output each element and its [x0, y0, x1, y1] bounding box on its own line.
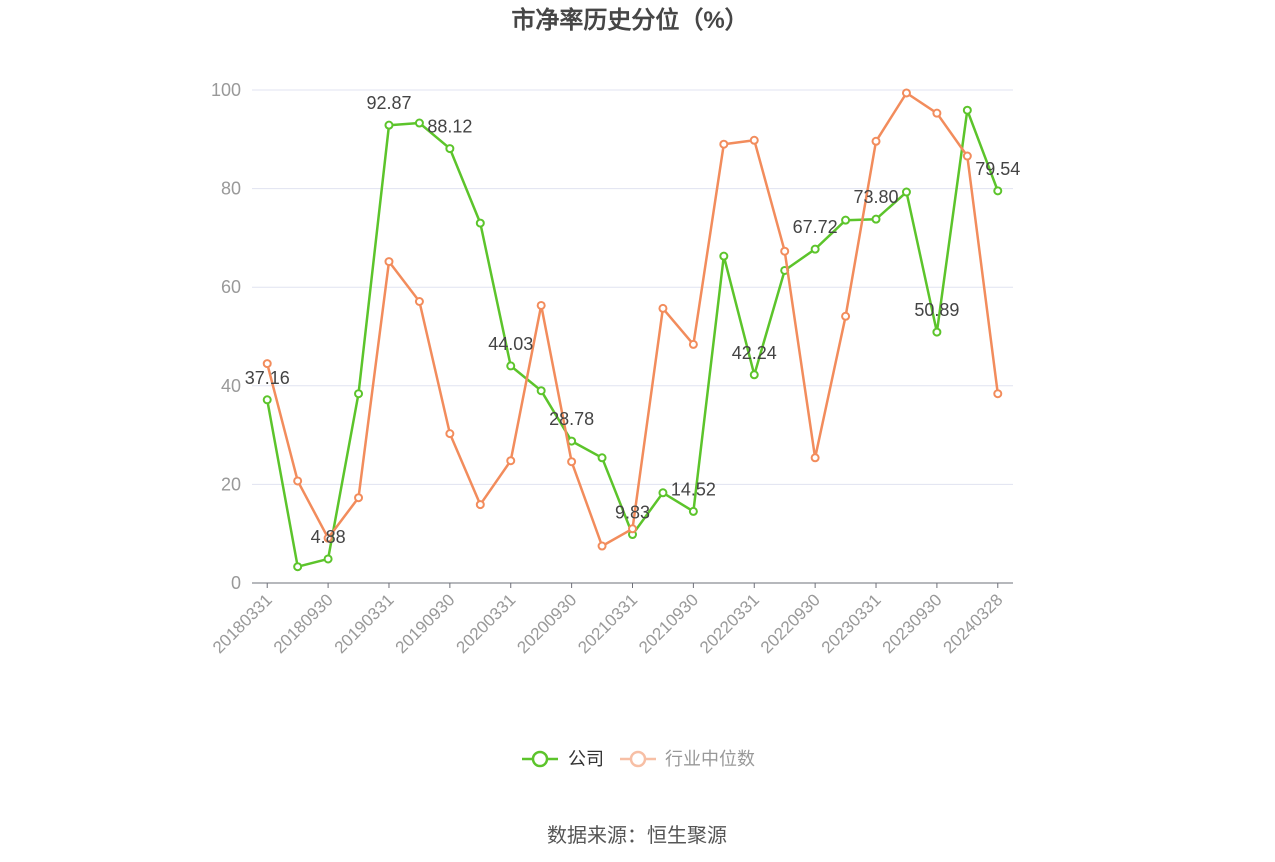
data-point-company	[962, 105, 972, 115]
data-label-company: 67.72	[793, 217, 838, 237]
data-point-industry-median	[993, 389, 1003, 399]
data-label-company: 4.88	[311, 527, 346, 547]
data-label-company: 73.80	[853, 187, 898, 207]
data-label-company: 9.83	[615, 503, 650, 523]
y-tick-label: 80	[221, 179, 241, 199]
data-label-company: 28.78	[549, 409, 594, 429]
data-point-industry-median	[475, 500, 485, 510]
data-point-industry-median	[293, 476, 303, 486]
data-point-industry-median	[810, 453, 820, 463]
data-point-company	[810, 244, 820, 254]
x-tick-label: 20190331	[331, 590, 398, 657]
data-point-industry-median	[323, 533, 333, 543]
data-point-industry-median	[414, 296, 424, 306]
data-point-company	[932, 327, 942, 337]
data-point-company	[871, 214, 881, 224]
y-tick-label: 0	[231, 573, 241, 593]
legend-label-industry-median: 行业中位数	[665, 749, 755, 769]
x-tick-label: 20230930	[879, 590, 946, 657]
data-point-company	[293, 562, 303, 572]
data-point-company	[506, 361, 516, 371]
data-point-company	[597, 453, 607, 463]
data-label-company: 92.87	[366, 93, 411, 113]
x-tick-label: 20230331	[818, 590, 885, 657]
y-tick-label: 60	[221, 277, 241, 297]
data-point-industry-median	[354, 493, 364, 503]
data-point-company	[901, 187, 911, 197]
data-point-company	[536, 386, 546, 396]
data-point-industry-median	[597, 541, 607, 551]
data-point-industry-median	[567, 457, 577, 467]
data-point-industry-median	[901, 88, 911, 98]
x-tick-label: 20180930	[270, 590, 337, 657]
data-label-company: 50.89	[914, 300, 959, 320]
data-point-industry-median	[719, 139, 729, 149]
grid-lines	[252, 89, 1013, 485]
y-tick-label: 40	[221, 376, 241, 396]
data-label-company: 44.03	[488, 334, 533, 354]
x-axis: 2018033120180930201903312019093020200331…	[209, 582, 1013, 657]
data-label-company: 37.16	[245, 368, 290, 388]
data-point-company	[719, 251, 729, 261]
data-point-company	[445, 144, 455, 154]
data-point-industry-median	[841, 311, 851, 321]
legend-item-company[interactable]: 公司	[522, 749, 604, 769]
data-point-company	[658, 488, 668, 498]
y-tick-label: 100	[211, 80, 241, 100]
data-point-company	[414, 118, 424, 128]
y-axis: 0 20 40 60 80 100	[211, 80, 241, 593]
x-tick-label: 20210331	[574, 590, 641, 657]
x-tick-label: 20220331	[696, 590, 763, 657]
series-line-company	[265, 108, 1000, 568]
data-point-industry-median	[780, 246, 790, 256]
data-point-company	[384, 120, 394, 130]
data-labels: 37.16 4.88 92.87 88.12 44.03 28.78 9.83 14.52 42…	[245, 93, 1021, 547]
x-tick-label: 20220930	[757, 590, 824, 657]
data-point-company	[323, 554, 333, 564]
chart-title: 市净率历史分位（%）	[511, 6, 748, 34]
data-source: 数据来源：恒生聚源	[547, 824, 727, 847]
data-point-industry-median	[749, 135, 759, 145]
legend-label-company: 公司	[568, 749, 604, 769]
series-line-industry-median	[265, 91, 1000, 548]
data-point-company	[262, 395, 272, 405]
data-label-company: 79.54	[975, 159, 1020, 179]
data-point-industry-median	[506, 456, 516, 466]
data-point-industry-median	[871, 136, 881, 146]
data-label-company: 42.24	[732, 343, 777, 363]
x-tick-label: 20190930	[392, 590, 459, 657]
data-label-company: 14.52	[671, 479, 716, 499]
x-tick-label: 20200930	[513, 590, 580, 657]
data-point-company	[841, 215, 851, 225]
legend-line-circle-icon	[620, 750, 656, 768]
data-point-industry-median	[658, 303, 668, 313]
data-label-company: 88.12	[427, 117, 472, 137]
data-point-industry-median	[962, 151, 972, 161]
data-point-company	[993, 186, 1003, 196]
legend-line-circle-icon	[522, 750, 558, 768]
x-tick-label: 20200331	[453, 590, 520, 657]
data-point-industry-median	[262, 359, 272, 369]
data-point-company	[475, 218, 485, 228]
legend-item-industry-median[interactable]: 行业中位数	[620, 749, 755, 769]
data-point-industry-median	[445, 429, 455, 439]
data-point-industry-median	[384, 257, 394, 267]
data-point-industry-median	[536, 300, 546, 310]
y-tick-label: 20	[221, 474, 241, 494]
series-layer	[262, 88, 1003, 572]
x-tick-label: 20180331	[209, 590, 276, 657]
data-point-industry-median	[628, 524, 637, 534]
legend: 公司 行业中位数	[522, 749, 755, 769]
x-tick-label: 20210930	[635, 590, 702, 657]
data-point-industry-median	[932, 108, 942, 118]
data-point-company	[688, 506, 698, 516]
x-tick-label: 20240328	[940, 590, 1007, 657]
data-point-company	[749, 370, 759, 380]
data-point-industry-median	[688, 339, 698, 349]
data-point-company	[354, 389, 364, 399]
